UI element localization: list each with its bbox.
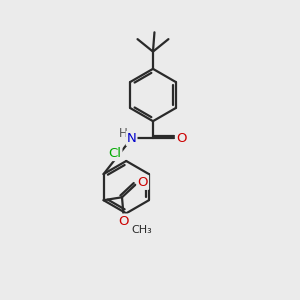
Text: O: O — [138, 176, 148, 189]
Text: O: O — [118, 214, 129, 227]
Text: H: H — [119, 127, 128, 140]
Text: N: N — [127, 132, 136, 145]
Text: CH₃: CH₃ — [131, 225, 152, 235]
Text: Cl: Cl — [108, 147, 122, 160]
Text: O: O — [177, 132, 187, 145]
